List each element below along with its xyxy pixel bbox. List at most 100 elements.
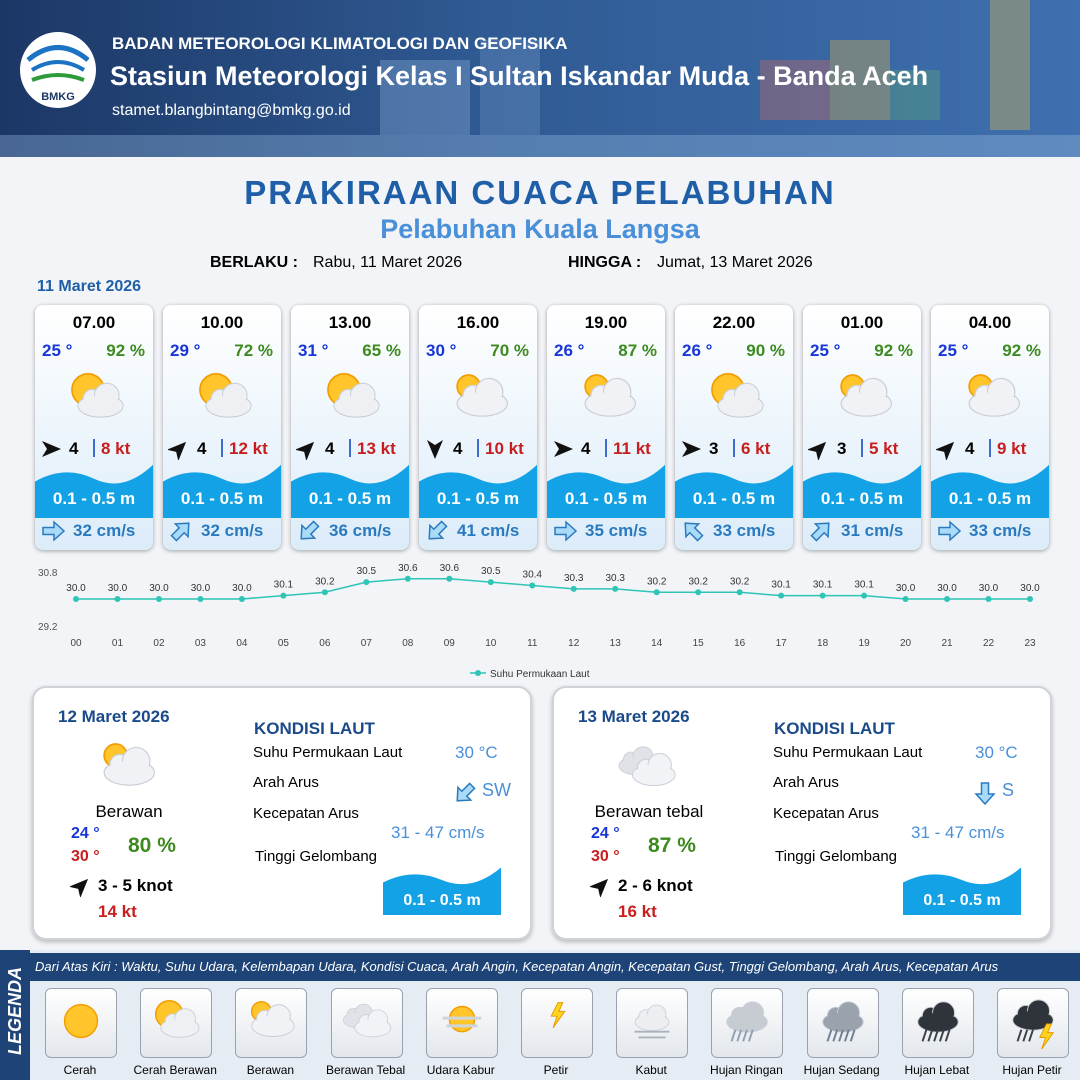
time: 19.00	[584, 313, 628, 332]
sst: 30 °C	[975, 743, 1018, 762]
icon-path	[30, 60, 86, 72]
sst-point	[612, 585, 619, 592]
weather-icon	[242, 993, 300, 1051]
icon-svg	[938, 520, 962, 542]
wave-shape	[675, 462, 793, 522]
sst-point	[736, 589, 743, 596]
current-speed: 35 cm/s	[585, 521, 648, 540]
gust: 12 kt	[229, 439, 268, 458]
icon-ellipse	[105, 761, 154, 784]
icon-rect	[480, 40, 540, 157]
icon-svg	[68, 878, 89, 899]
humidity: 70 %	[490, 341, 529, 360]
legend-note: Dari Atas Kiri : Waktu, Suhu Udara, Kele…	[35, 959, 999, 974]
sst-point	[363, 579, 370, 586]
wave-shape	[903, 865, 1021, 919]
icon-svg	[419, 464, 537, 518]
separator	[477, 439, 479, 457]
icon-svg	[163, 464, 281, 518]
gust: 16 kt	[618, 902, 657, 921]
icon-svg	[291, 464, 409, 518]
value-label: 30.3	[605, 573, 625, 584]
icon-path	[26, 45, 90, 62]
x-tick-label: 22	[983, 638, 995, 649]
icon-svg	[934, 441, 955, 462]
dir-label: Arah Arus	[773, 774, 839, 791]
icon-g	[205, 382, 252, 418]
wind-speed: 3	[837, 439, 847, 458]
day-panel: 13 Maret 2026 Berawan tebal 24 ° 30 ° 87 % 2 …	[552, 686, 1052, 940]
wave-label: Tinggi Gelombang	[775, 848, 898, 865]
value-label: 30.2	[688, 576, 708, 587]
icon-polygon	[1038, 1023, 1055, 1050]
time: 22.00	[712, 313, 756, 332]
sst-label: Suhu Permukaan Laut	[253, 744, 403, 761]
icon-svg	[35, 464, 153, 518]
weather-icon	[338, 993, 396, 1051]
wind-arrow	[806, 438, 830, 464]
forecast-card: 22.00 26 ° 90 % 3 6 kt 0.1 - 0.5 m 33 cm/s	[675, 305, 793, 550]
icon-path	[300, 520, 320, 540]
wind-arrow	[680, 438, 702, 464]
icon-path	[684, 522, 704, 542]
icon-svg	[166, 441, 187, 462]
value-label: 30.0	[66, 583, 86, 594]
icon-g	[353, 1009, 391, 1038]
logo-text: BMKG	[41, 91, 75, 103]
x-tick-label: 10	[485, 638, 497, 649]
icon-ellipse	[970, 392, 1019, 415]
humidity: 87 %	[648, 834, 696, 857]
icon-ellipse	[161, 1019, 199, 1037]
icon-svg	[554, 441, 573, 457]
gust: 8 kt	[101, 439, 131, 458]
temp-max: 30 °	[71, 848, 100, 865]
separator	[93, 439, 95, 457]
x-tick-label: 03	[195, 638, 207, 649]
icon-svg	[968, 374, 1020, 417]
icon-g	[584, 377, 636, 417]
value-label: 30.0	[979, 583, 999, 594]
x-tick-label: 17	[776, 638, 788, 649]
icon-svg	[684, 522, 704, 542]
icon-svg	[806, 441, 827, 462]
icon-svg	[810, 522, 830, 542]
icon-circle	[63, 1003, 99, 1039]
weather-icon	[433, 993, 491, 1051]
icon-ellipse	[253, 1016, 294, 1036]
humidity: 92 %	[106, 341, 145, 360]
weather-icon	[957, 367, 1027, 431]
icon-path	[42, 441, 61, 457]
current-arrow	[552, 518, 578, 548]
x-tick-label: 14	[651, 638, 663, 649]
icon-rect	[380, 60, 470, 157]
weather-icon	[317, 367, 387, 431]
legend-icon-box	[997, 988, 1069, 1058]
value-label: 30.0	[896, 583, 916, 594]
icon-path	[31, 73, 85, 82]
icon-ellipse	[633, 765, 675, 785]
sst-point	[861, 592, 868, 599]
icon-ellipse	[78, 395, 123, 417]
weather-icon	[829, 367, 899, 431]
weather-icon	[52, 993, 110, 1051]
air-temp: 30 °	[426, 341, 457, 360]
air-temp: 26 °	[682, 341, 713, 360]
gust: 10 kt	[485, 439, 524, 458]
legend-item-label: Hujan Lebat	[904, 1063, 970, 1077]
icon-path	[166, 441, 187, 462]
sst-line	[76, 578, 1030, 600]
icon-path	[931, 464, 1049, 518]
icon-path	[163, 464, 281, 518]
x-tick-label: 23	[1024, 638, 1036, 649]
legend-side	[0, 950, 30, 1080]
icon-g	[251, 1004, 296, 1037]
x-tick-label: 04	[236, 638, 248, 649]
icon-line	[742, 1029, 749, 1042]
current-arrow	[452, 780, 478, 810]
sst-point	[902, 596, 909, 602]
icon-g	[634, 1004, 670, 1031]
icon-svg	[294, 441, 315, 462]
icon-rect	[890, 70, 940, 120]
air-temp: 25 °	[938, 341, 969, 360]
